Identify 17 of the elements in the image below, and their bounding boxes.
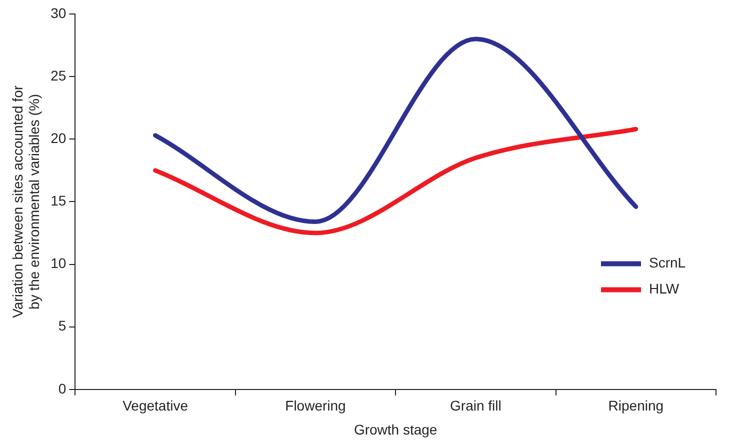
legend-label: ScrnL: [649, 254, 686, 271]
y-axis-title: Variation between sites accounted for by the environmental variables (%): [9, 85, 42, 318]
y-tick-label: 30: [50, 4, 66, 21]
y-tick-label: 25: [50, 67, 66, 84]
y-tick-label: 20: [50, 130, 66, 146]
x-tick-label: Flowering: [285, 398, 346, 414]
y-tick-label: 10: [50, 255, 66, 272]
legend-label: HLW: [649, 280, 680, 297]
x-tick-label: Ripening: [608, 398, 664, 414]
y-tick-label: 0: [58, 380, 66, 396]
y-tick-label: 5: [58, 318, 66, 334]
y-tick-label: 15: [50, 192, 66, 209]
line-series: [153, 36, 638, 224]
x-axis-title: Growth stage: [354, 421, 438, 438]
line-series: [153, 126, 638, 236]
x-tick-label: Vegetative: [122, 398, 188, 414]
x-tick-label: Grain fill: [450, 398, 502, 414]
